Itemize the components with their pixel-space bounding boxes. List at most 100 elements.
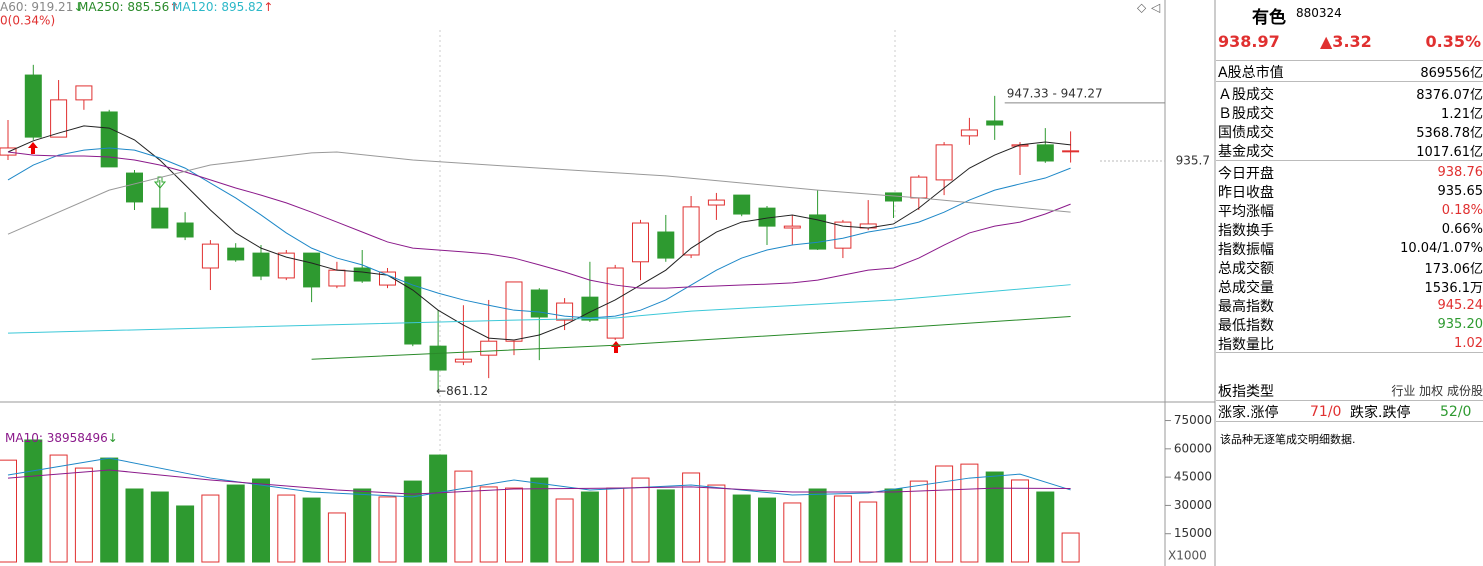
stat-label: 最高指数 [1218,298,1274,315]
ma-value: MA10: 38958496 [5,431,108,445]
ma-line [7,151,1071,235]
volume-bar [49,454,68,563]
ma-line [7,457,1071,498]
ma-legend: MA250: 885.56↑ [78,0,179,14]
candle-body [505,281,523,342]
breadth-row: 涨家.涨停 71/0 跌家.跌停 52/0 [1218,402,1483,421]
candle-body [783,225,801,229]
ma-arrow: ↓ [73,0,83,14]
stat-label: 总成交量 [1218,279,1274,296]
volume-bar [1036,491,1055,563]
volume-bar [707,484,726,563]
y-tick-label: 60000 [1174,441,1212,455]
volume-ma-legend: MA10: 38958496↓ [5,431,118,445]
volume-bar [479,486,498,563]
candle-body [556,302,574,321]
stat-value: 0.66% [1441,222,1483,237]
stat-value: 935.20 [1437,317,1483,332]
volume-bar [985,471,1004,563]
stat-row: A股总市值 869556亿 [1218,62,1483,82]
change-text: 0(0.34%) [0,14,55,28]
diamond-button[interactable]: ◇ [1137,1,1147,15]
stat-value: 1017.61亿 [1416,145,1483,160]
ma-value: A60: 919.21 [0,0,73,14]
candle-body [100,111,118,168]
volume-bar [606,487,625,563]
ma-line [7,284,1071,334]
candle-body [252,252,270,277]
stat-label: 基金成交 [1218,143,1274,160]
stat-value: 0.18% [1441,203,1483,218]
stat-row: 指数振幅 10.04/1.07% [1218,239,1483,258]
stat-row: 今日开盘 938.76 [1218,163,1483,182]
candle-body [277,252,295,279]
stat-label: 指数量比 [1218,336,1274,353]
volume-bar [555,498,574,563]
volume-bar [277,494,296,563]
stat-label: 今日开盘 [1218,165,1274,182]
type-value: 行业 加权 成份股 [1391,384,1483,398]
candle-body [809,214,827,250]
collapse-button[interactable]: ◁ [1150,1,1160,15]
volume-bar [226,484,245,563]
ma-line [7,151,1071,289]
candle-body [581,296,599,321]
stat-row: 基金成交 1017.61亿 [1218,141,1483,161]
stat-row: 最低指数 935.20 [1218,315,1483,334]
volume-bar [176,505,195,563]
volume-bar [909,480,928,563]
candle-body [1062,150,1080,153]
ma-line [311,316,1071,360]
ma-arrow: ↑ [263,0,273,14]
candle-body [24,74,42,138]
stat-label: 总成交额 [1218,260,1274,277]
change-pct: 0.35% [1425,32,1481,51]
range-annotation: 947.33 - 947.27 [1007,86,1103,100]
stat-row: 指数换手 0.66% [1218,220,1483,239]
ma-arrow: ↑ [169,0,179,14]
sell-marker [153,176,167,189]
stat-label: 昨日收盘 [1218,184,1274,201]
note: 该品种无逐笔成交明细数据. [1220,433,1356,446]
y-tick-label: 15000 [1174,526,1212,540]
volume-bar [24,439,43,563]
rise-value: 71/0 [1310,403,1342,420]
stat-value: 1.21亿 [1441,107,1483,122]
separator [1216,60,1483,61]
volume-bar [833,495,852,563]
candle-body [885,192,902,202]
ma-line [7,147,1071,319]
volume-bar [429,454,448,563]
price: 938.97 [1218,32,1280,51]
volume-bar [580,491,599,563]
volume-bar [505,487,523,563]
separator [1216,352,1483,353]
stat-row: Ｂ股成交 1.21亿 [1218,103,1483,123]
ma-value: MA120: 895.82 [172,0,263,14]
volume-bar [252,478,270,563]
ma-legend: MA120: 895.82↑ [172,0,273,14]
candle-body [834,221,852,249]
stat-row: Ａ股成交 8376.07亿 [1218,84,1483,104]
candle-body [682,206,700,256]
candle-body [1036,144,1054,162]
volume-bar [454,470,473,563]
volume-bar [808,488,827,563]
volume-bar [1061,532,1080,563]
rise-label: 涨家.涨停 [1218,404,1279,421]
candle-body [353,267,371,282]
ma-line [7,125,1071,341]
candle-body [935,144,953,181]
volume-bar [758,497,776,563]
y-unit: X1000 [1168,549,1207,563]
stat-label: 指数振幅 [1218,241,1274,258]
candle-body [960,129,978,137]
candle-body [910,176,928,199]
type-label: 板指类型 [1218,383,1274,400]
candle-body [530,289,548,318]
stat-value: 1536.1万 [1424,281,1483,296]
volume-bar [302,497,321,563]
separator [1216,160,1483,161]
stat-label: 指数换手 [1218,222,1274,239]
